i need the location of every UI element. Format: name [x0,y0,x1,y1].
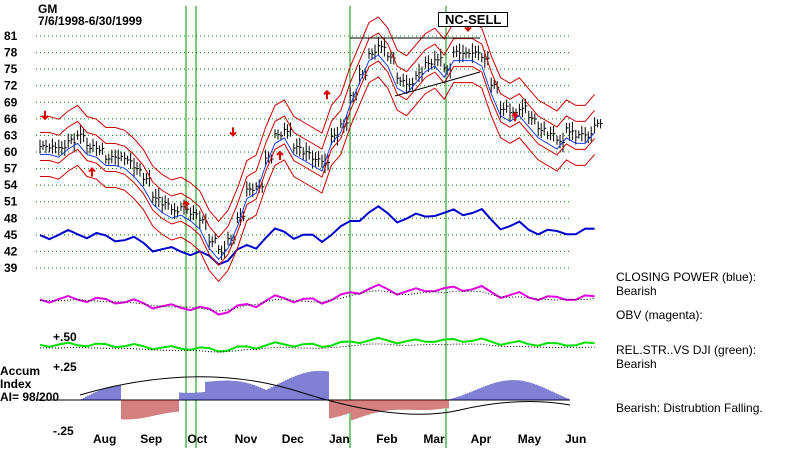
rel-strength-line [39,336,595,353]
chart-overlays [40,16,595,283]
y-tick-label: 78 [4,46,18,60]
sidebar-closing-power-value: Bearish [616,284,657,298]
upper-band-inner [40,32,595,239]
indicator-label-plus25: +.25 [53,360,77,374]
closing-power-line [39,205,595,266]
indicator-label-minus25: -.25 [53,424,74,438]
chart-symbol: GM [38,2,58,16]
sidebar-rel-strength: REL.STR..VS DJI (green): Bearish [616,343,756,371]
price-bars [39,36,603,260]
accum-ma [79,376,571,415]
x-tick-label: Jan [329,432,350,446]
indicator-panels [36,205,595,421]
y-tick-label: 54 [4,178,18,192]
sidebar-rel-strength-value: Bearish [616,357,657,371]
y-tick-label: 45 [4,228,18,242]
y-tick-label: 48 [4,211,18,225]
signal-arrow [323,89,331,100]
y-tick-label: 81 [4,29,18,43]
accum-label-line3: AI= 98/200 [0,390,60,404]
obv-ma [40,290,595,312]
accum-label-line2: Index [0,377,32,391]
signal-arrow [88,167,96,177]
obv-line [39,283,595,316]
x-tick-label: Nov [235,432,258,446]
sidebar-closing-power-title: CLOSING POWER (blue): [616,270,757,284]
sidebar-closing-power: CLOSING POWER (blue): Bearish [616,270,756,298]
x-tick-label: May [518,432,542,446]
sidebar-obv: OBV (magenta): [616,308,703,322]
nc-sell-label: NC-SELL [438,12,509,27]
lower-band-inner [40,60,595,267]
support-trendline [394,71,481,97]
lower-band-outer [40,76,595,283]
y-tick-label: 75 [4,62,18,76]
y-tick-label: 42 [4,244,18,258]
signal-arrow [229,127,237,137]
x-tick-label: Mar [423,432,445,446]
x-tick-label: Feb [376,432,397,446]
signal-arrow [511,111,519,122]
chart-axes: 39 42 45 48 51 54 57 60 63 66 69 72 75 78 81 Aug Sep Oct N… [4,29,586,446]
x-tick-label: Oct [187,432,207,446]
indicator-label-plus50: +.50 [53,330,77,344]
sidebar-distribution: Bearish: Distrubtion Falling. [616,401,763,415]
sidebar-rel-strength-title: REL.STR..VS DJI (green): [616,343,757,357]
x-tick-label: Jun [565,432,586,446]
y-tick-label: 39 [4,261,18,275]
y-tick-label: 63 [4,128,18,142]
upper-band-outer [40,16,595,223]
x-tick-label: Sep [140,432,162,446]
x-tick-label: Apr [471,432,492,446]
y-tick-label: 69 [4,95,18,109]
y-tick-label: 66 [4,112,18,126]
signal-arrow [182,200,190,210]
sidebar-obv-title: OBV (magenta): [616,308,703,322]
accum-label-line1: Accum [0,364,41,378]
sidebar-distribution-title: Bearish: Distrubtion Falling. [616,401,763,415]
signal-arrow [276,150,284,160]
signal-arrow [41,110,49,121]
chart-grid [36,6,570,448]
chart-date-range: 7/6/1998-6/30/1999 [38,14,143,28]
y-tick-label: 51 [4,195,18,209]
y-tick-label: 72 [4,79,18,93]
y-tick-label: 60 [4,145,18,159]
y-tick-label: 57 [4,162,18,176]
x-tick-label: Dec [282,432,304,446]
moving-average [40,54,595,261]
x-tick-label: Aug [93,432,116,446]
